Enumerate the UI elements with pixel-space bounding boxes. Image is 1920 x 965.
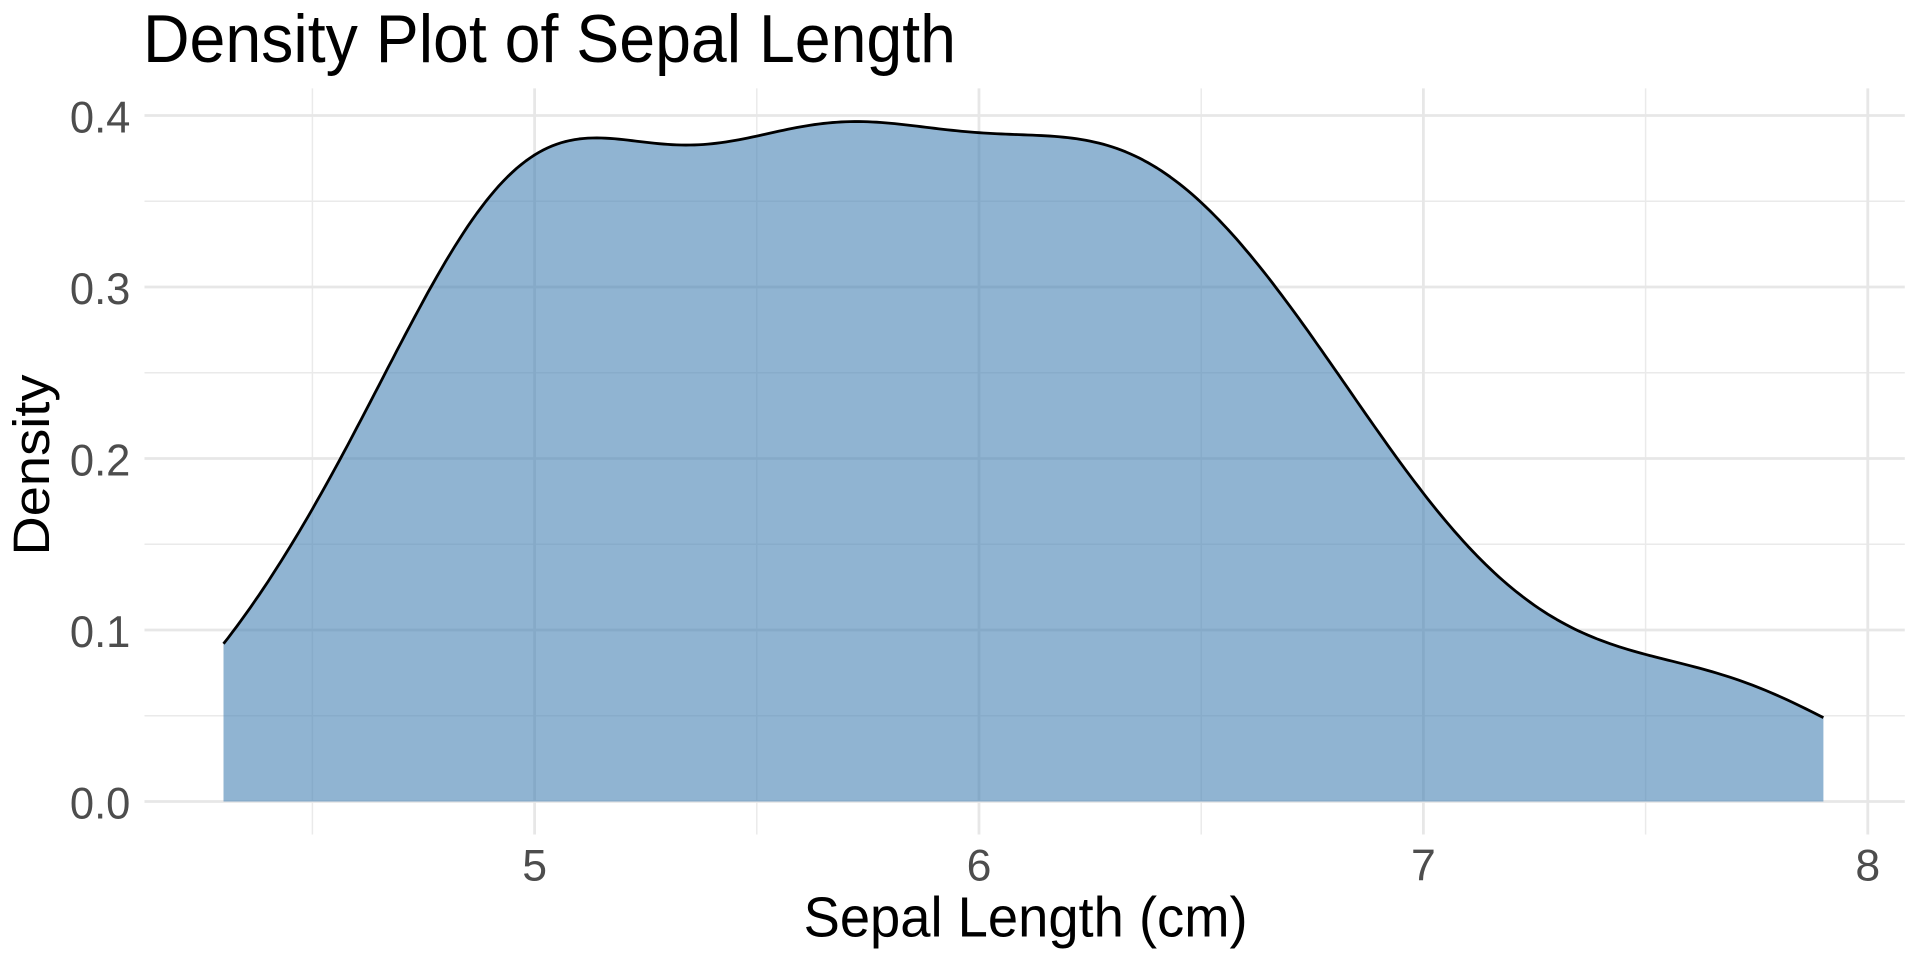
- svg-text:Density: Density: [3, 374, 60, 555]
- svg-text:0.2: 0.2: [70, 437, 131, 486]
- svg-text:5: 5: [522, 841, 547, 890]
- svg-text:Sepal Length (cm): Sepal Length (cm): [804, 886, 1248, 950]
- svg-text:0.0: 0.0: [70, 780, 131, 829]
- svg-text:7: 7: [1411, 841, 1436, 890]
- svg-text:0.1: 0.1: [70, 608, 131, 657]
- svg-text:8: 8: [1855, 841, 1880, 890]
- svg-text:0.3: 0.3: [70, 265, 131, 314]
- svg-text:Density Plot of Sepal Length: Density Plot of Sepal Length: [143, 2, 956, 77]
- svg-text:6: 6: [967, 841, 992, 890]
- svg-text:0.4: 0.4: [70, 94, 131, 143]
